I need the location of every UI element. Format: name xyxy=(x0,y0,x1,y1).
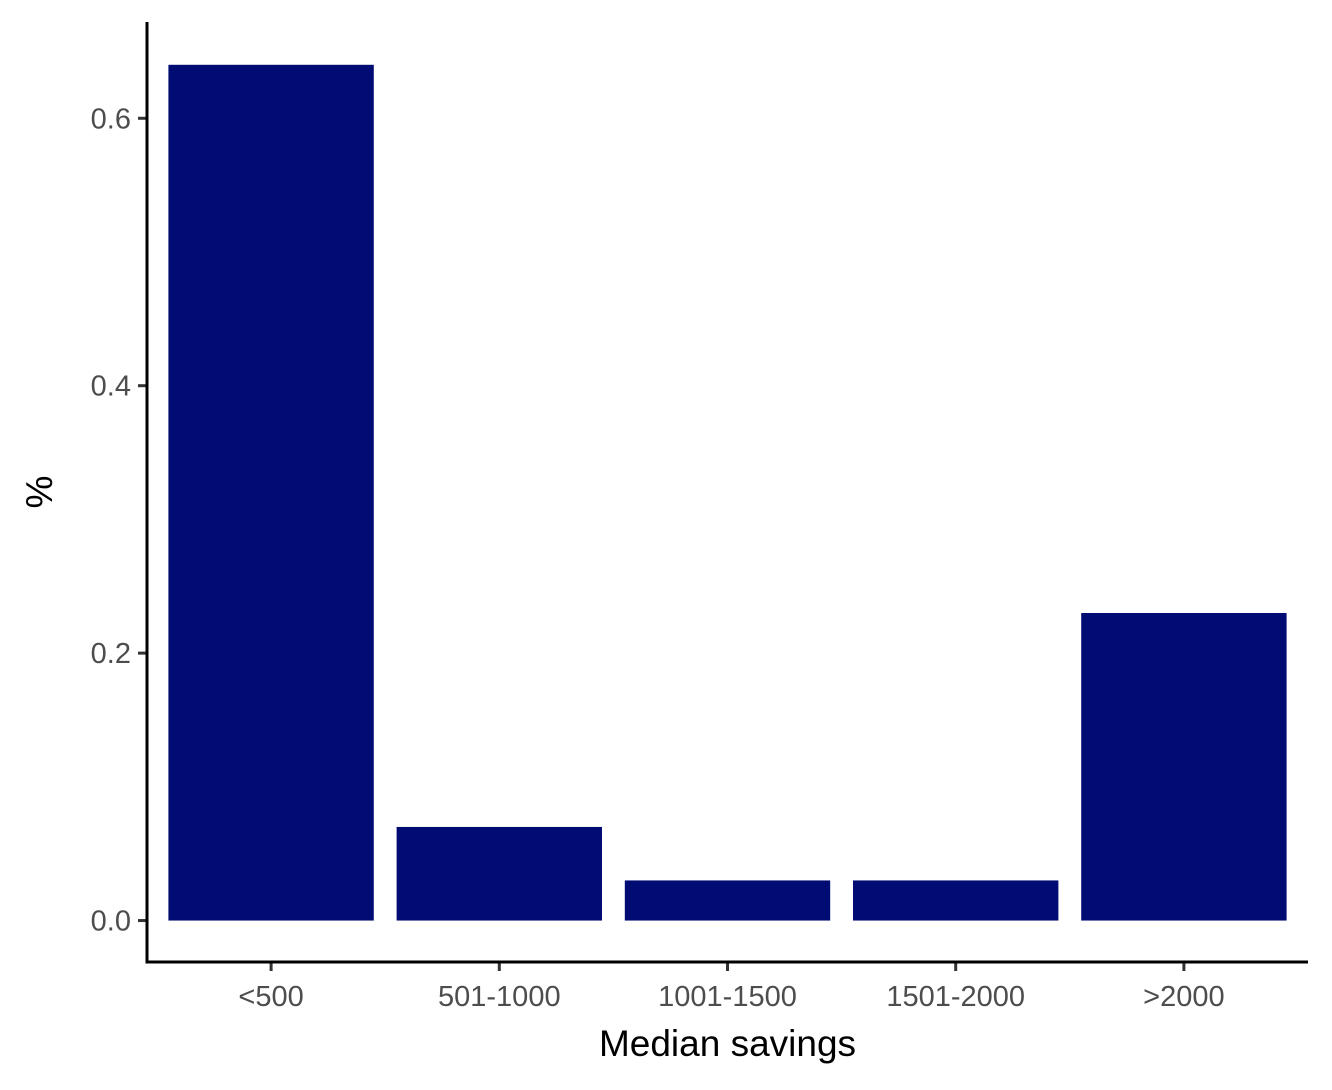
y-tick-label: 0.4 xyxy=(91,371,131,403)
ticks-layer: 0.0 0.2 0.4 0.6 <500 501-1000 1001-1500 1501-20… xyxy=(91,103,1225,1013)
y-tick-label: 0.6 xyxy=(91,103,131,135)
bars-layer xyxy=(168,64,1287,921)
bar-2 xyxy=(624,880,831,921)
bar-0 xyxy=(168,64,374,921)
x-tick-label: 501-1000 xyxy=(438,981,561,1013)
bar-3 xyxy=(853,880,1059,921)
x-tick-label: 1001-1500 xyxy=(658,981,797,1013)
x-tick-label: <500 xyxy=(238,981,303,1013)
x-tick-label: >2000 xyxy=(1143,981,1224,1013)
x-tick-label: 1501-2000 xyxy=(886,981,1025,1013)
y-tick-label: 0.2 xyxy=(91,638,131,670)
bar-4 xyxy=(1081,613,1287,921)
bar-1 xyxy=(396,826,602,921)
x-axis-title: Median savings xyxy=(599,1023,856,1064)
y-axis-title: % xyxy=(19,476,60,509)
y-tick-label: 0.0 xyxy=(91,906,131,938)
